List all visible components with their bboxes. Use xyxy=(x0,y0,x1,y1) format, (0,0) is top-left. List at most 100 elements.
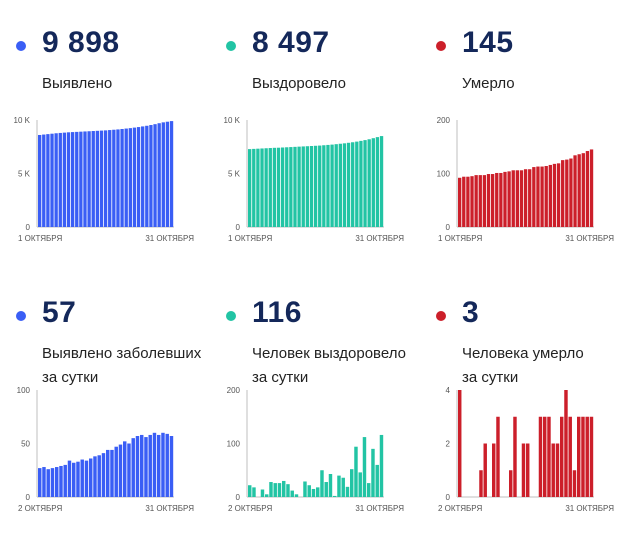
bar xyxy=(585,151,590,227)
bar xyxy=(101,453,106,497)
bar xyxy=(333,495,337,497)
bar xyxy=(458,390,462,497)
series-dot xyxy=(16,41,26,51)
y-tick-label: 100 xyxy=(227,440,241,449)
bar xyxy=(289,147,293,227)
bar xyxy=(260,489,265,497)
series-dot xyxy=(226,41,236,51)
bar xyxy=(503,171,507,227)
bar xyxy=(585,416,589,497)
bar xyxy=(337,475,341,497)
bar xyxy=(552,163,557,227)
bar xyxy=(565,159,569,227)
bar xyxy=(551,443,555,497)
x-tick-label: 31 ОКТЯБРЯ xyxy=(145,504,194,513)
metric-label-line: Выявлено заболевших xyxy=(42,345,202,362)
bar xyxy=(326,144,330,227)
bar xyxy=(165,121,170,227)
bar xyxy=(540,166,544,227)
bar xyxy=(118,444,123,497)
bar xyxy=(248,149,252,227)
y-tick-label: 0 xyxy=(26,223,31,232)
series-dot xyxy=(436,311,446,321)
bar xyxy=(342,143,347,227)
bar xyxy=(509,470,513,497)
series-dot xyxy=(226,311,236,321)
bar xyxy=(252,487,256,497)
metric-label-line: Выздоровело xyxy=(252,75,347,92)
bar xyxy=(120,128,124,227)
bar xyxy=(555,443,560,497)
bar xyxy=(354,446,358,497)
x-tick-label: 1 ОКТЯБРЯ xyxy=(438,234,482,243)
bar xyxy=(301,146,305,227)
metric-label: Выявлено xyxy=(42,72,112,96)
bar xyxy=(269,482,273,497)
metric-label-line: за сутки xyxy=(462,369,519,386)
bar xyxy=(152,432,157,497)
chart-detected-total: 0 5 K 10 K 1 ОКТЯБРЯ 31 ОКТЯБРЯ xyxy=(14,116,195,243)
y-tick-label: 200 xyxy=(437,116,451,125)
bar xyxy=(106,449,110,497)
y-tick-label: 0 xyxy=(236,223,241,232)
bar xyxy=(55,467,59,497)
metric-label: Выздоровело xyxy=(252,72,346,96)
metric-value: 8 497 xyxy=(252,26,330,59)
bar xyxy=(127,443,131,497)
bar xyxy=(285,147,289,227)
bar xyxy=(363,140,367,227)
bar xyxy=(148,434,152,497)
series-dot xyxy=(436,41,446,51)
chart-deaths-total: 0 100 200 1 ОКТЯБРЯ 31 ОКТЯБРЯ xyxy=(437,116,615,243)
bar xyxy=(375,464,379,497)
metric-label: Человек выздоровело за сутки xyxy=(252,342,406,390)
bar xyxy=(75,131,79,227)
bar xyxy=(362,437,367,497)
bar xyxy=(149,125,153,227)
x-tick-label: 31 ОКТЯБРЯ xyxy=(565,234,614,243)
bar xyxy=(577,416,581,497)
y-tick-label: 10 K xyxy=(14,116,31,125)
bar xyxy=(359,140,363,227)
bar xyxy=(495,172,499,227)
y-tick-label: 0 xyxy=(446,493,451,502)
bar xyxy=(80,459,84,497)
bar xyxy=(144,437,148,497)
bar xyxy=(379,136,384,227)
bar xyxy=(367,483,371,497)
bar xyxy=(128,128,132,227)
bar xyxy=(507,171,511,227)
bar xyxy=(543,416,547,497)
bar xyxy=(305,146,310,227)
bar xyxy=(50,468,55,497)
bar xyxy=(157,123,161,227)
bar xyxy=(76,461,80,497)
y-tick-label: 5 K xyxy=(228,170,241,179)
bar xyxy=(114,446,118,497)
bar xyxy=(466,176,470,227)
chart-deaths-daily: 0 2 4 2 ОКТЯБРЯ 31 ОКТЯБРЯ xyxy=(438,386,614,513)
bar xyxy=(564,390,568,497)
bar xyxy=(161,122,165,227)
metric-label: Умерло xyxy=(462,72,515,96)
bar xyxy=(548,164,552,227)
bar xyxy=(286,484,290,497)
bar xyxy=(42,467,46,497)
bar xyxy=(99,130,104,227)
bar xyxy=(116,129,120,227)
bar xyxy=(351,142,355,227)
bar xyxy=(513,416,517,497)
x-tick-label: 31 ОКТЯБРЯ xyxy=(355,234,404,243)
bar xyxy=(538,416,543,497)
bar xyxy=(350,469,354,497)
bar xyxy=(536,166,540,227)
y-tick-label: 0 xyxy=(446,223,451,232)
bar xyxy=(515,170,520,227)
bar xyxy=(589,149,594,227)
panel-deaths-total: 145 Умерло 0 100 200 1 ОКТЯБРЯ 31 ОКТЯБРЯ xyxy=(420,0,630,270)
metric-label-line: Человека умерло xyxy=(462,345,584,362)
bar xyxy=(496,416,500,497)
bar xyxy=(367,139,371,227)
metric-label: Выявлено заболевших за сутки xyxy=(42,342,201,390)
bar xyxy=(470,176,474,227)
